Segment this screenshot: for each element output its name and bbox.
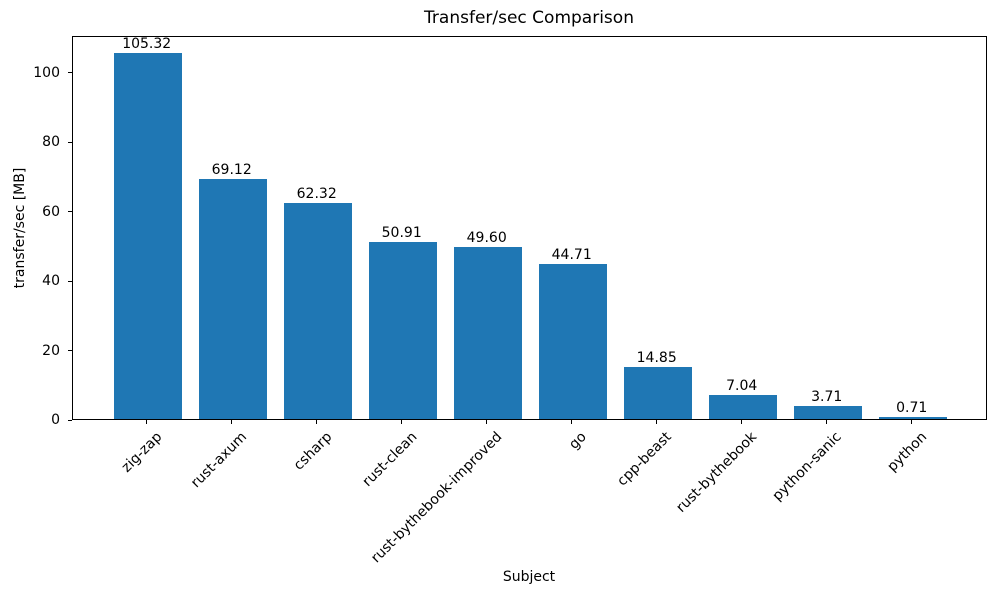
y-axis-label: transfer/sec [MB] bbox=[12, 167, 28, 289]
x-tick-label: cpp-beast bbox=[614, 429, 676, 490]
y-axis-tick bbox=[68, 419, 72, 421]
bar bbox=[538, 263, 607, 419]
x-axis-tick bbox=[571, 420, 573, 424]
bar-value-label: 14.85 bbox=[636, 350, 677, 367]
bar bbox=[878, 416, 947, 419]
x-axis-tick bbox=[401, 420, 403, 424]
y-tick-label: 60 bbox=[42, 203, 60, 220]
x-tick-label: csharp bbox=[290, 429, 336, 474]
bar-value-label: 105.32 bbox=[122, 36, 172, 53]
bar bbox=[368, 242, 437, 419]
x-tick-label: rust-clean bbox=[359, 429, 421, 490]
y-tick-label: 100 bbox=[33, 64, 60, 81]
y-tick-label: 80 bbox=[42, 134, 60, 151]
bar-value-label: 3.71 bbox=[811, 389, 843, 406]
bar bbox=[708, 394, 777, 419]
x-axis-label: Subject bbox=[502, 569, 556, 585]
x-tick-label: go bbox=[566, 429, 591, 453]
y-axis-tick bbox=[68, 280, 72, 282]
bar bbox=[113, 53, 182, 419]
x-axis-tick bbox=[231, 420, 233, 424]
y-axis-tick bbox=[68, 211, 72, 213]
x-axis-tick bbox=[656, 420, 658, 424]
bar-value-label: 50.91 bbox=[381, 225, 422, 242]
y-axis-tick bbox=[68, 350, 72, 352]
chart-title: Transfer/sec Comparison bbox=[424, 8, 634, 28]
x-axis-tick bbox=[316, 420, 318, 424]
y-tick-label: 0 bbox=[51, 412, 60, 428]
x-tick-label: rust-bythebook bbox=[673, 429, 761, 516]
x-tick-label: zig-zap bbox=[118, 429, 166, 476]
x-axis-tick bbox=[146, 420, 148, 424]
x-tick-label: python-sanic bbox=[769, 429, 846, 505]
x-tick-label: python bbox=[884, 429, 931, 475]
x-axis-tick bbox=[911, 420, 913, 424]
bar-value-label: 49.60 bbox=[466, 229, 507, 246]
x-tick-label: rust-axum bbox=[187, 429, 251, 492]
bar bbox=[283, 202, 352, 419]
y-axis-tick bbox=[68, 72, 72, 74]
bar bbox=[623, 367, 692, 419]
y-axis-tick bbox=[68, 141, 72, 143]
bar-value-label: 62.32 bbox=[296, 185, 337, 202]
bar bbox=[198, 179, 267, 419]
bar-value-label: 0.71 bbox=[896, 399, 928, 416]
bar bbox=[453, 246, 522, 419]
bar-value-label: 44.71 bbox=[551, 246, 592, 263]
bar-value-label: 7.04 bbox=[726, 377, 758, 394]
x-axis-tick bbox=[826, 420, 828, 424]
bar-value-label: 69.12 bbox=[211, 162, 252, 179]
y-tick-label: 40 bbox=[42, 273, 60, 290]
x-axis-tick bbox=[741, 420, 743, 424]
bar bbox=[793, 406, 862, 419]
plot-area bbox=[72, 36, 987, 420]
x-axis-tick bbox=[486, 420, 488, 424]
y-tick-label: 20 bbox=[42, 342, 60, 359]
